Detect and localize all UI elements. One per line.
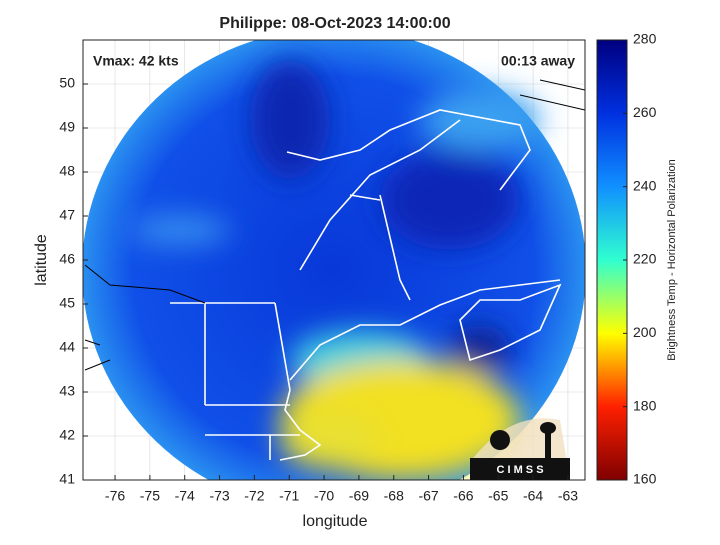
- x-tick-label: -72: [244, 488, 264, 504]
- y-tick-label: 43: [59, 383, 75, 399]
- colorbar-tick-label: 280: [633, 31, 657, 47]
- y-tick-label: 46: [59, 251, 75, 267]
- annotation: Vmax: 42 kts: [93, 53, 179, 69]
- y-tick-label: 41: [59, 471, 75, 487]
- x-tick-label: -69: [349, 488, 369, 504]
- y-tick-label: 48: [59, 163, 75, 179]
- x-tick-label: -65: [488, 488, 508, 504]
- annotation: 00:13 away: [501, 53, 575, 69]
- x-tick-label: -68: [384, 488, 404, 504]
- colorbar-label: Brightness Temp - Horizontal Polarizatio…: [666, 159, 678, 361]
- x-tick-label: -70: [314, 488, 334, 504]
- colorbar-tick-label: 220: [633, 251, 657, 267]
- x-tick-label: -66: [453, 488, 473, 504]
- x-tick-label: -64: [523, 488, 543, 504]
- logo: C I M S S: [470, 418, 570, 480]
- x-tick-label: -63: [558, 488, 578, 504]
- colorbar: [596, 39, 628, 481]
- colorbar-tick-label: 180: [633, 397, 657, 413]
- y-tick-label: 44: [59, 339, 75, 355]
- x-tick-label: -71: [279, 488, 299, 504]
- y-tick-label: 45: [59, 295, 75, 311]
- logo-text: C I M S S: [496, 464, 543, 476]
- y-tick-label: 49: [59, 119, 75, 135]
- x-tick-label: -76: [105, 488, 125, 504]
- x-tick-label: -75: [140, 488, 160, 504]
- satellite-image: [83, 40, 585, 480]
- y-tick-label: 42: [59, 427, 75, 443]
- x-tick-label: -67: [418, 488, 438, 504]
- y-tick-label: 47: [59, 207, 75, 223]
- colorbar-tick-label: 200: [633, 324, 657, 340]
- x-tick-label: -73: [209, 488, 229, 504]
- x-axis-label: longitude: [303, 513, 368, 530]
- colorbar-tick-label: 160: [633, 471, 657, 487]
- y-tick-label: 50: [59, 75, 75, 91]
- x-tick-label: -74: [175, 488, 195, 504]
- colorbar-tick-label: 260: [633, 104, 657, 120]
- chart-title: Philippe: 08-Oct-2023 14:00:00: [219, 15, 450, 32]
- colorbar-tick-label: 240: [633, 177, 657, 193]
- y-axis-label: latitude: [33, 234, 50, 286]
